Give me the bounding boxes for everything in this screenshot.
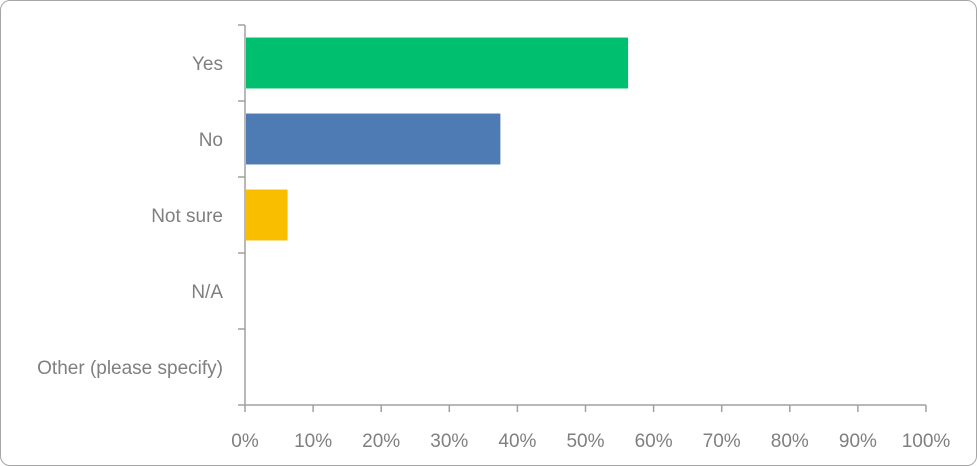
x-tick-label: 60% [635,431,673,452]
category-label: Yes [192,54,223,75]
x-tick-label: 70% [703,431,741,452]
x-tick-label: 100% [902,431,951,452]
category-label: Other (please specify) [37,358,223,379]
x-tick-label: 80% [771,431,809,452]
x-tick-label: 20% [362,431,400,452]
x-tick-label: 0% [231,431,259,452]
x-tick-label: 40% [498,431,536,452]
x-tick-label: 30% [430,431,468,452]
category-label: Not sure [151,206,223,227]
bar-yes [246,37,629,89]
category-label: N/A [191,282,223,303]
bar-not-sure [246,189,288,241]
x-tick-label: 50% [566,431,604,452]
bar-no [246,113,501,165]
x-tick-label: 10% [294,431,332,452]
x-tick-label: 90% [839,431,877,452]
category-label: No [199,130,223,151]
